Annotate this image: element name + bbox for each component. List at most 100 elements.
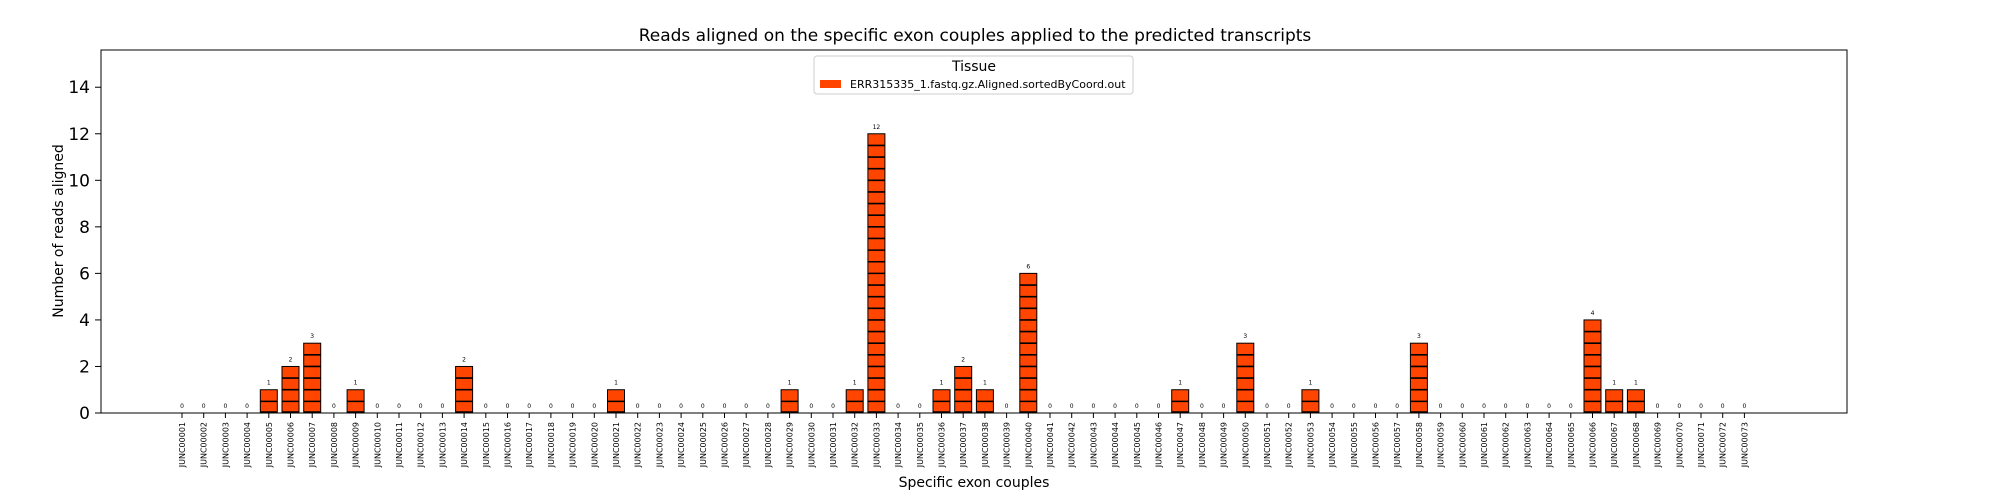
x-tick-label: JUNC00036 <box>938 422 947 468</box>
legend-title: Tissue <box>951 59 996 75</box>
data-label: 0 <box>1677 403 1681 410</box>
legend: Tissue ERR315335_1.fastq.gz.Aligned.sort… <box>813 55 1134 95</box>
x-tick-label: JUNC00003 <box>221 422 230 468</box>
x-tick-label: JUNC00024 <box>677 422 686 468</box>
x-tick-label: JUNC00012 <box>417 422 426 468</box>
x-tick-label: JUNC00051 <box>1263 422 1272 468</box>
data-label: 0 <box>1091 403 1095 410</box>
y-tick-label: 0 <box>79 404 90 424</box>
data-label: 0 <box>397 403 401 410</box>
x-tick-label: JUNC00017 <box>525 422 534 468</box>
data-label: 1 <box>1634 380 1638 387</box>
x-tick-label: JUNC00046 <box>1155 422 1164 468</box>
x-tick-label: JUNC00055 <box>1350 422 1359 468</box>
data-label: 0 <box>1135 403 1139 410</box>
x-tick-label: JUNC00007 <box>308 422 317 468</box>
data-label: 0 <box>1265 403 1269 410</box>
y-axis-label: Number of reads aligned <box>51 144 67 318</box>
data-label: 1 <box>1308 380 1312 387</box>
x-tick-label: JUNC00062 <box>1502 422 1511 468</box>
data-label: 1 <box>1612 380 1616 387</box>
x-tick-label: JUNC00047 <box>1176 422 1185 468</box>
x-tick-label: JUNC00066 <box>1589 422 1598 468</box>
data-label: 0 <box>744 403 748 410</box>
data-label: 1 <box>614 380 618 387</box>
data-label: 1 <box>267 380 271 387</box>
x-tick-label: JUNC00064 <box>1545 422 1554 468</box>
data-label: 1 <box>940 380 944 387</box>
x-tick-label: JUNC00034 <box>894 422 903 468</box>
x-tick-label: JUNC00068 <box>1632 422 1641 468</box>
data-label: 0 <box>527 403 531 410</box>
data-label: 0 <box>180 403 184 410</box>
x-tick-label: JUNC00004 <box>243 422 252 468</box>
data-label: 0 <box>1287 403 1291 410</box>
x-tick-label: JUNC00039 <box>1003 422 1012 468</box>
y-tick-label: 8 <box>79 218 90 238</box>
y-tick-label: 2 <box>79 357 90 377</box>
data-label: 0 <box>679 403 683 410</box>
data-label: 0 <box>1157 403 1161 410</box>
data-label: 0 <box>223 403 227 410</box>
x-tick-label: JUNC00014 <box>460 422 469 468</box>
x-tick-label: JUNC00058 <box>1415 422 1424 468</box>
x-tick-label: JUNC00044 <box>1111 422 1120 468</box>
data-label: 1 <box>853 380 857 387</box>
data-label: 0 <box>636 403 640 410</box>
data-label: 0 <box>918 403 922 410</box>
x-tick-label: JUNC00031 <box>829 422 838 468</box>
y-tick-label: 12 <box>68 125 90 145</box>
x-tick-label: JUNC00008 <box>330 422 339 468</box>
data-label: 0 <box>896 403 900 410</box>
x-tick-label: JUNC00054 <box>1328 422 1337 468</box>
x-tick-label: JUNC00041 <box>1046 422 1055 468</box>
x-tick-label: JUNC00059 <box>1437 422 1446 468</box>
x-tick-label: JUNC00023 <box>655 422 664 468</box>
data-label: 1 <box>983 380 987 387</box>
data-label: 0 <box>701 403 705 410</box>
x-tick-label: JUNC00016 <box>504 422 513 468</box>
data-label: 0 <box>592 403 596 410</box>
x-tick-label: JUNC00025 <box>699 422 708 468</box>
x-axis: JUNC00001 JUNC00002 JUNC00003 JUNC00004 JUNC… <box>178 413 1749 468</box>
data-label: 0 <box>571 403 575 410</box>
data-label: 0 <box>332 403 336 410</box>
data-label: 0 <box>809 403 813 410</box>
y-tick-label: 14 <box>68 78 90 98</box>
x-tick-label: JUNC00011 <box>395 422 404 468</box>
x-tick-label: JUNC00045 <box>1133 422 1142 468</box>
data-label: 0 <box>1569 403 1573 410</box>
x-tick-label: JUNC00049 <box>1220 422 1229 468</box>
data-label: 0 <box>484 403 488 410</box>
data-label: 0 <box>202 403 206 410</box>
x-tick-label: JUNC00021 <box>612 422 621 468</box>
x-tick-label: JUNC00070 <box>1675 422 1684 468</box>
x-tick-label: JUNC00013 <box>438 422 447 468</box>
data-label: 0 <box>1460 403 1464 410</box>
x-tick-label: JUNC00010 <box>373 422 382 468</box>
x-tick-label: JUNC00073 <box>1740 422 1749 468</box>
x-axis-label: Specific exon couples <box>899 475 1050 491</box>
x-tick-label: JUNC00001 <box>178 422 187 468</box>
data-label: 2 <box>462 356 466 363</box>
data-label: 0 <box>1374 403 1378 410</box>
data-label: 0 <box>1504 403 1508 410</box>
data-label: 0 <box>766 403 770 410</box>
x-tick-label: JUNC00071 <box>1697 422 1706 468</box>
x-tick-label: JUNC00053 <box>1306 422 1315 468</box>
data-label: 0 <box>1352 403 1356 410</box>
data-label: 1 <box>1178 380 1182 387</box>
data-label: 0 <box>245 403 249 410</box>
data-label: 6 <box>1026 263 1030 270</box>
x-tick-label: JUNC00056 <box>1372 422 1381 468</box>
data-label: 3 <box>310 333 314 340</box>
x-tick-label: JUNC00063 <box>1523 422 1532 468</box>
data-label: 0 <box>506 403 510 410</box>
data-label: 0 <box>1395 403 1399 410</box>
legend-box <box>813 55 1134 95</box>
x-tick-label: JUNC00067 <box>1610 422 1619 468</box>
data-label: 0 <box>1547 403 1551 410</box>
data-label: 0 <box>1742 403 1746 410</box>
x-tick-label: JUNC00022 <box>634 422 643 468</box>
data-label: 0 <box>1699 403 1703 410</box>
